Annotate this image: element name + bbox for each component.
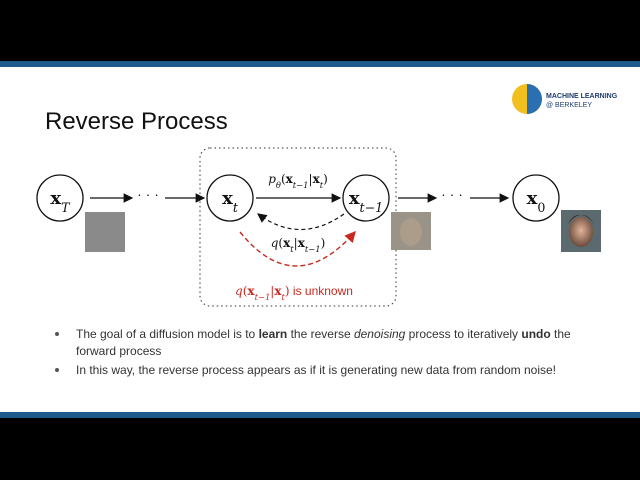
- dashed-arrow: [257, 213, 345, 231]
- text-segment: (: [243, 284, 248, 298]
- text-segment: x: [527, 188, 538, 209]
- node-label: xt: [222, 188, 239, 215]
- text-segment: q: [271, 236, 279, 250]
- text-segment: The goal of a diffusion model is to: [76, 327, 259, 341]
- logo-right: [527, 84, 542, 114]
- bullets: The goal of a diffusion model is to lear…: [55, 327, 571, 377]
- text-segment: x: [349, 188, 360, 209]
- text-segment: t: [320, 180, 324, 190]
- bullet-text: The goal of a diffusion model is to lear…: [76, 327, 571, 341]
- text-segment: x: [274, 284, 282, 298]
- text-segment: the: [551, 327, 571, 341]
- text-segment: |: [309, 172, 313, 186]
- text-segment: |: [294, 236, 298, 250]
- text-segment: t: [290, 244, 294, 254]
- text-segment: x: [298, 236, 306, 250]
- bullet-dot: [55, 368, 59, 372]
- text-segment: |: [270, 284, 274, 298]
- logo: MACHINE LEARNING @ BERKELEY: [512, 84, 618, 114]
- diagram: xT xt xt−1 x0· · · · · ·pθ(xt−1|xt)q(xt|xt−1…: [36, 172, 601, 302]
- text-segment: process to iteratively: [405, 327, 521, 341]
- bullet-dot: [55, 332, 59, 336]
- text-segment: x: [247, 284, 255, 298]
- logo-line2: @ BERKELEY: [546, 102, 592, 109]
- node-label: xt−1: [349, 188, 383, 215]
- text-segment: the reverse: [287, 327, 354, 341]
- text-segment: t−1: [293, 180, 309, 190]
- node-label: x0: [527, 188, 546, 215]
- noisy-face: [400, 218, 422, 246]
- text-segment: is unknown: [290, 284, 353, 298]
- bullet-text: forward process: [76, 344, 161, 358]
- text-segment: x: [286, 172, 294, 186]
- text-segment: (: [278, 236, 283, 250]
- ellipsis: · · ·: [441, 186, 463, 202]
- node: [512, 174, 560, 222]
- text-segment: t: [233, 200, 239, 215]
- text-segment: x: [283, 236, 291, 250]
- text-segment: x: [222, 188, 233, 209]
- text-segment: ): [285, 284, 290, 298]
- text-segment: t−1: [305, 244, 321, 254]
- text-segment: ): [323, 172, 328, 186]
- red-dashed-arrow: [239, 230, 356, 267]
- text-segment: t−1: [255, 292, 271, 302]
- text-segment: q: [235, 284, 243, 298]
- text-segment: x: [50, 188, 61, 209]
- forward-label: q(xt|xt−1): [271, 236, 326, 254]
- text-segment: p: [268, 172, 276, 186]
- title: Reverse Process: [45, 108, 228, 135]
- text-segment: T: [61, 200, 71, 215]
- node: [342, 174, 390, 222]
- text-segment: denoising: [354, 327, 406, 341]
- text-segment: In this way, the reverse process appears…: [76, 363, 556, 377]
- text-segment: t: [282, 292, 286, 302]
- bottom-stripe: [0, 412, 640, 418]
- node: [206, 174, 254, 222]
- logo-line1: MACHINE LEARNING: [546, 93, 618, 100]
- text-segment: learn: [259, 327, 288, 341]
- top-stripe: [0, 61, 640, 67]
- face: [569, 217, 593, 247]
- hair: [568, 214, 594, 224]
- unknown-label: q(xt−1|xt) is unknown: [235, 284, 353, 302]
- ellipsis: · · ·: [137, 186, 159, 202]
- text-segment: undo: [521, 327, 550, 341]
- node-label: xT: [50, 188, 71, 215]
- text-segment: θ: [276, 180, 281, 190]
- text-segment: t−1: [360, 200, 384, 215]
- text-segment: (: [281, 172, 286, 186]
- text-segment: 0: [537, 200, 545, 215]
- text-segment: x: [313, 172, 321, 186]
- node: [36, 174, 84, 222]
- reverse-label: pθ(xt−1|xt): [268, 172, 328, 190]
- text-segment: forward process: [76, 344, 161, 358]
- text-segment: ): [321, 236, 326, 250]
- focus-box: [199, 147, 397, 307]
- noise-image: [85, 212, 125, 252]
- bullet-text: In this way, the reverse process appears…: [76, 363, 556, 377]
